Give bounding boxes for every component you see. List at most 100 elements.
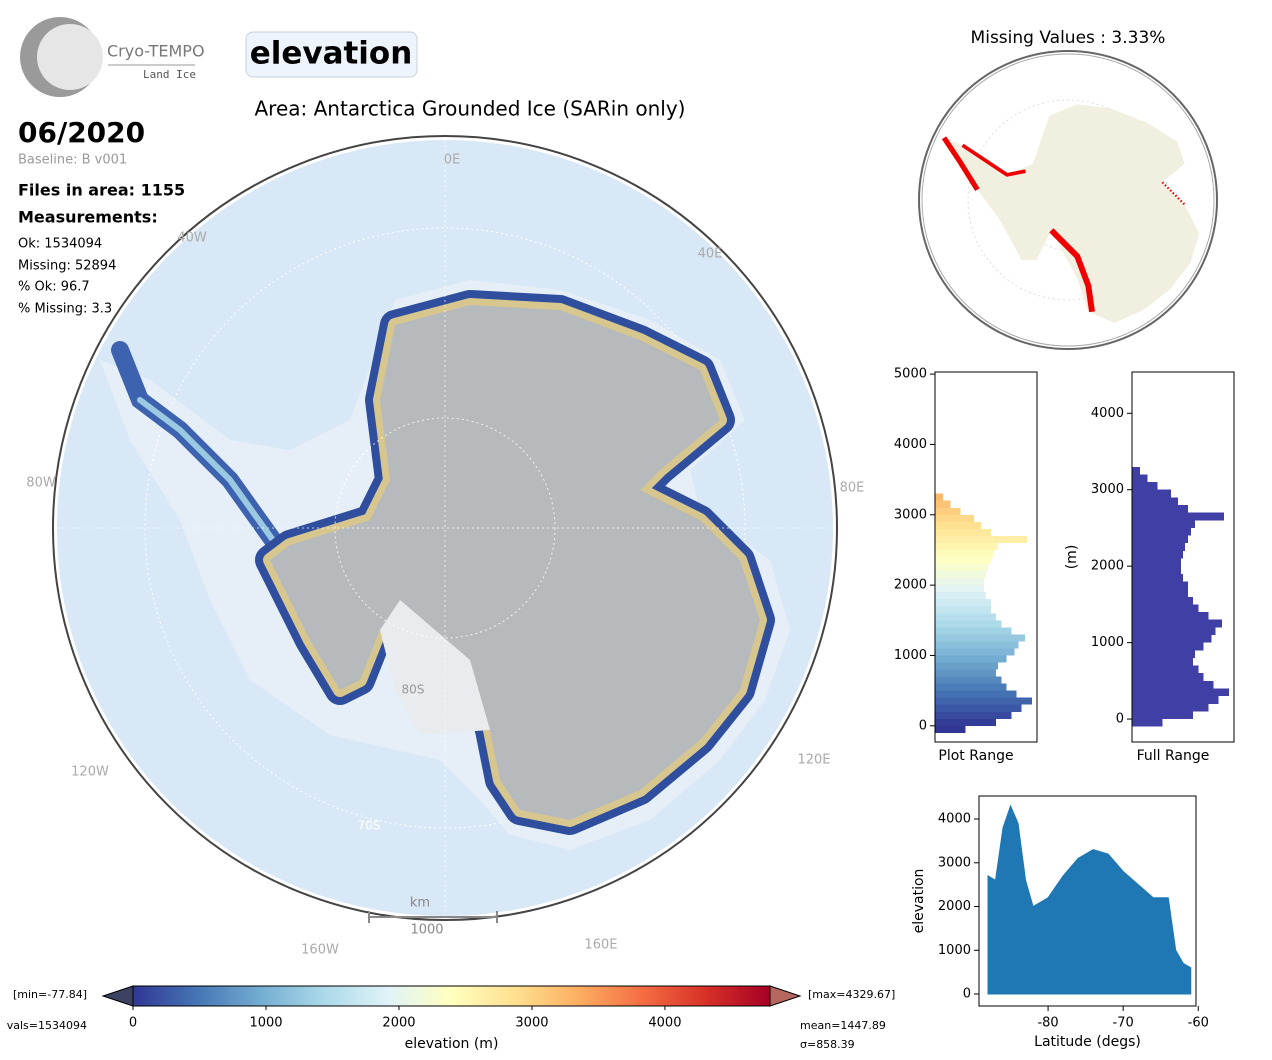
lon-label: 160E (584, 938, 617, 953)
histogram-bar (935, 606, 992, 614)
histogram-bar (1132, 543, 1186, 551)
x-tick-label: 2000 (382, 1016, 415, 1031)
histogram-bar (935, 662, 999, 670)
histogram-bar (935, 578, 984, 586)
lon-label: 120W (71, 765, 109, 780)
y-tick-label: 2000 (938, 899, 971, 914)
histogram-bar (1132, 665, 1199, 674)
histogram-bar (1132, 466, 1141, 475)
y-tick-label: 0 (919, 718, 927, 733)
missing-title: Missing Values : 3.33% (971, 28, 1166, 48)
y-tick-label: 1000 (894, 648, 927, 663)
histogram-bar (935, 725, 966, 733)
y-tick-label: 5000 (894, 367, 927, 382)
histogram-bar (935, 521, 981, 529)
histogram-bar (1132, 520, 1196, 528)
lon-label: 80W (26, 476, 56, 491)
colorbar-annotation: mean=1447.89 (800, 1019, 886, 1032)
lon-label: 160W (301, 943, 339, 958)
histogram-bar (1132, 650, 1196, 658)
colorbar-annotation: [min=-77.84] (13, 988, 87, 1001)
x-tick-label: 0 (129, 1016, 137, 1031)
y-axis-label: (m) (1064, 545, 1080, 570)
stat: Ok: 1534094 (18, 237, 102, 252)
histogram-bar (935, 634, 1025, 642)
histogram-bar (935, 690, 1017, 698)
histogram-bar (1132, 497, 1178, 506)
histogram-bar (935, 683, 1007, 691)
lon-label: 80E (840, 481, 865, 496)
histogram-bar (935, 557, 992, 565)
histogram-bar (935, 704, 1022, 712)
x-tick-label: -60 (1188, 1016, 1209, 1031)
histogram-bar (1132, 657, 1194, 666)
histogram-bar (1132, 719, 1163, 727)
colorbar-under (101, 985, 134, 1007)
lon-label: 40W (177, 231, 207, 246)
histogram-bar (935, 549, 995, 557)
scale-value: 1000 (410, 923, 443, 938)
colorbar-annotation: vals=1534094 (7, 1019, 87, 1032)
histogram-bar (935, 718, 997, 726)
histogram-bar (1132, 566, 1181, 574)
axes-frame (978, 795, 1197, 1007)
histogram-bar (1132, 711, 1194, 720)
y-tick-label: 1000 (1091, 635, 1124, 650)
histogram-bar (1132, 703, 1209, 712)
histogram-bar (935, 620, 1002, 628)
histogram-bar (935, 535, 1027, 543)
y-tick-label: 3000 (1091, 482, 1124, 497)
histogram-bar (1132, 550, 1183, 559)
histogram-bar (1132, 696, 1219, 704)
histogram-bar (1132, 612, 1209, 620)
colorbar-over (769, 985, 802, 1007)
histogram-bar (1132, 596, 1194, 605)
histogram-bar (935, 648, 1015, 656)
histogram-bar (935, 599, 992, 607)
histogram-bar (935, 528, 992, 536)
histogram-bar (1132, 589, 1189, 597)
axes-frame (1131, 371, 1235, 743)
histogram-bar (1132, 627, 1216, 635)
date: 06/2020 (18, 116, 145, 149)
stat: Missing: 52894 (18, 259, 116, 274)
parameter-title: elevation (250, 36, 413, 72)
axes-frame (934, 371, 1038, 743)
logo-subtitle: Land Ice (143, 68, 196, 81)
y-tick-label: 0 (963, 987, 971, 1002)
stat: % Ok: 96.7 (18, 280, 90, 295)
y-tick-label: 2000 (1091, 559, 1124, 574)
lon-label: 0E (444, 153, 461, 168)
histogram-bar (1132, 535, 1189, 544)
x-tick-label: -80 (1037, 1016, 1058, 1031)
stat: % Missing: 3.3 (18, 302, 112, 317)
histogram-bar (1132, 642, 1204, 651)
y-tick-label: 0 (1116, 712, 1124, 727)
scale-bar (368, 911, 498, 923)
histogram-bar (1132, 558, 1181, 567)
histogram-bar (935, 493, 944, 501)
histogram-bar (1132, 688, 1229, 697)
histogram-bar (1132, 573, 1183, 582)
histogram-bar (1132, 505, 1189, 513)
y-tick-label: 1000 (938, 943, 971, 958)
files: Files in area: 1155 (18, 181, 185, 200)
colorbar (132, 985, 771, 1007)
x-axis-label: Full Range (1137, 748, 1210, 764)
parameter-box (245, 31, 418, 78)
histogram-bar (935, 500, 951, 508)
histogram-bar (935, 585, 984, 593)
histogram-bar (935, 669, 997, 677)
x-tick-label: 1000 (249, 1016, 282, 1031)
histogram-bar (935, 514, 974, 522)
histogram-bar (935, 592, 986, 600)
y-tick-label: 4000 (938, 812, 971, 827)
lat-label: 70S (358, 819, 381, 833)
histogram-bar (935, 564, 989, 572)
x-axis-label: Plot Range (938, 748, 1013, 764)
histogram-bar (1132, 489, 1171, 498)
histogram-bar (935, 507, 961, 515)
scatter-cloud (987, 804, 1192, 995)
lon-label: 120E (797, 753, 830, 768)
